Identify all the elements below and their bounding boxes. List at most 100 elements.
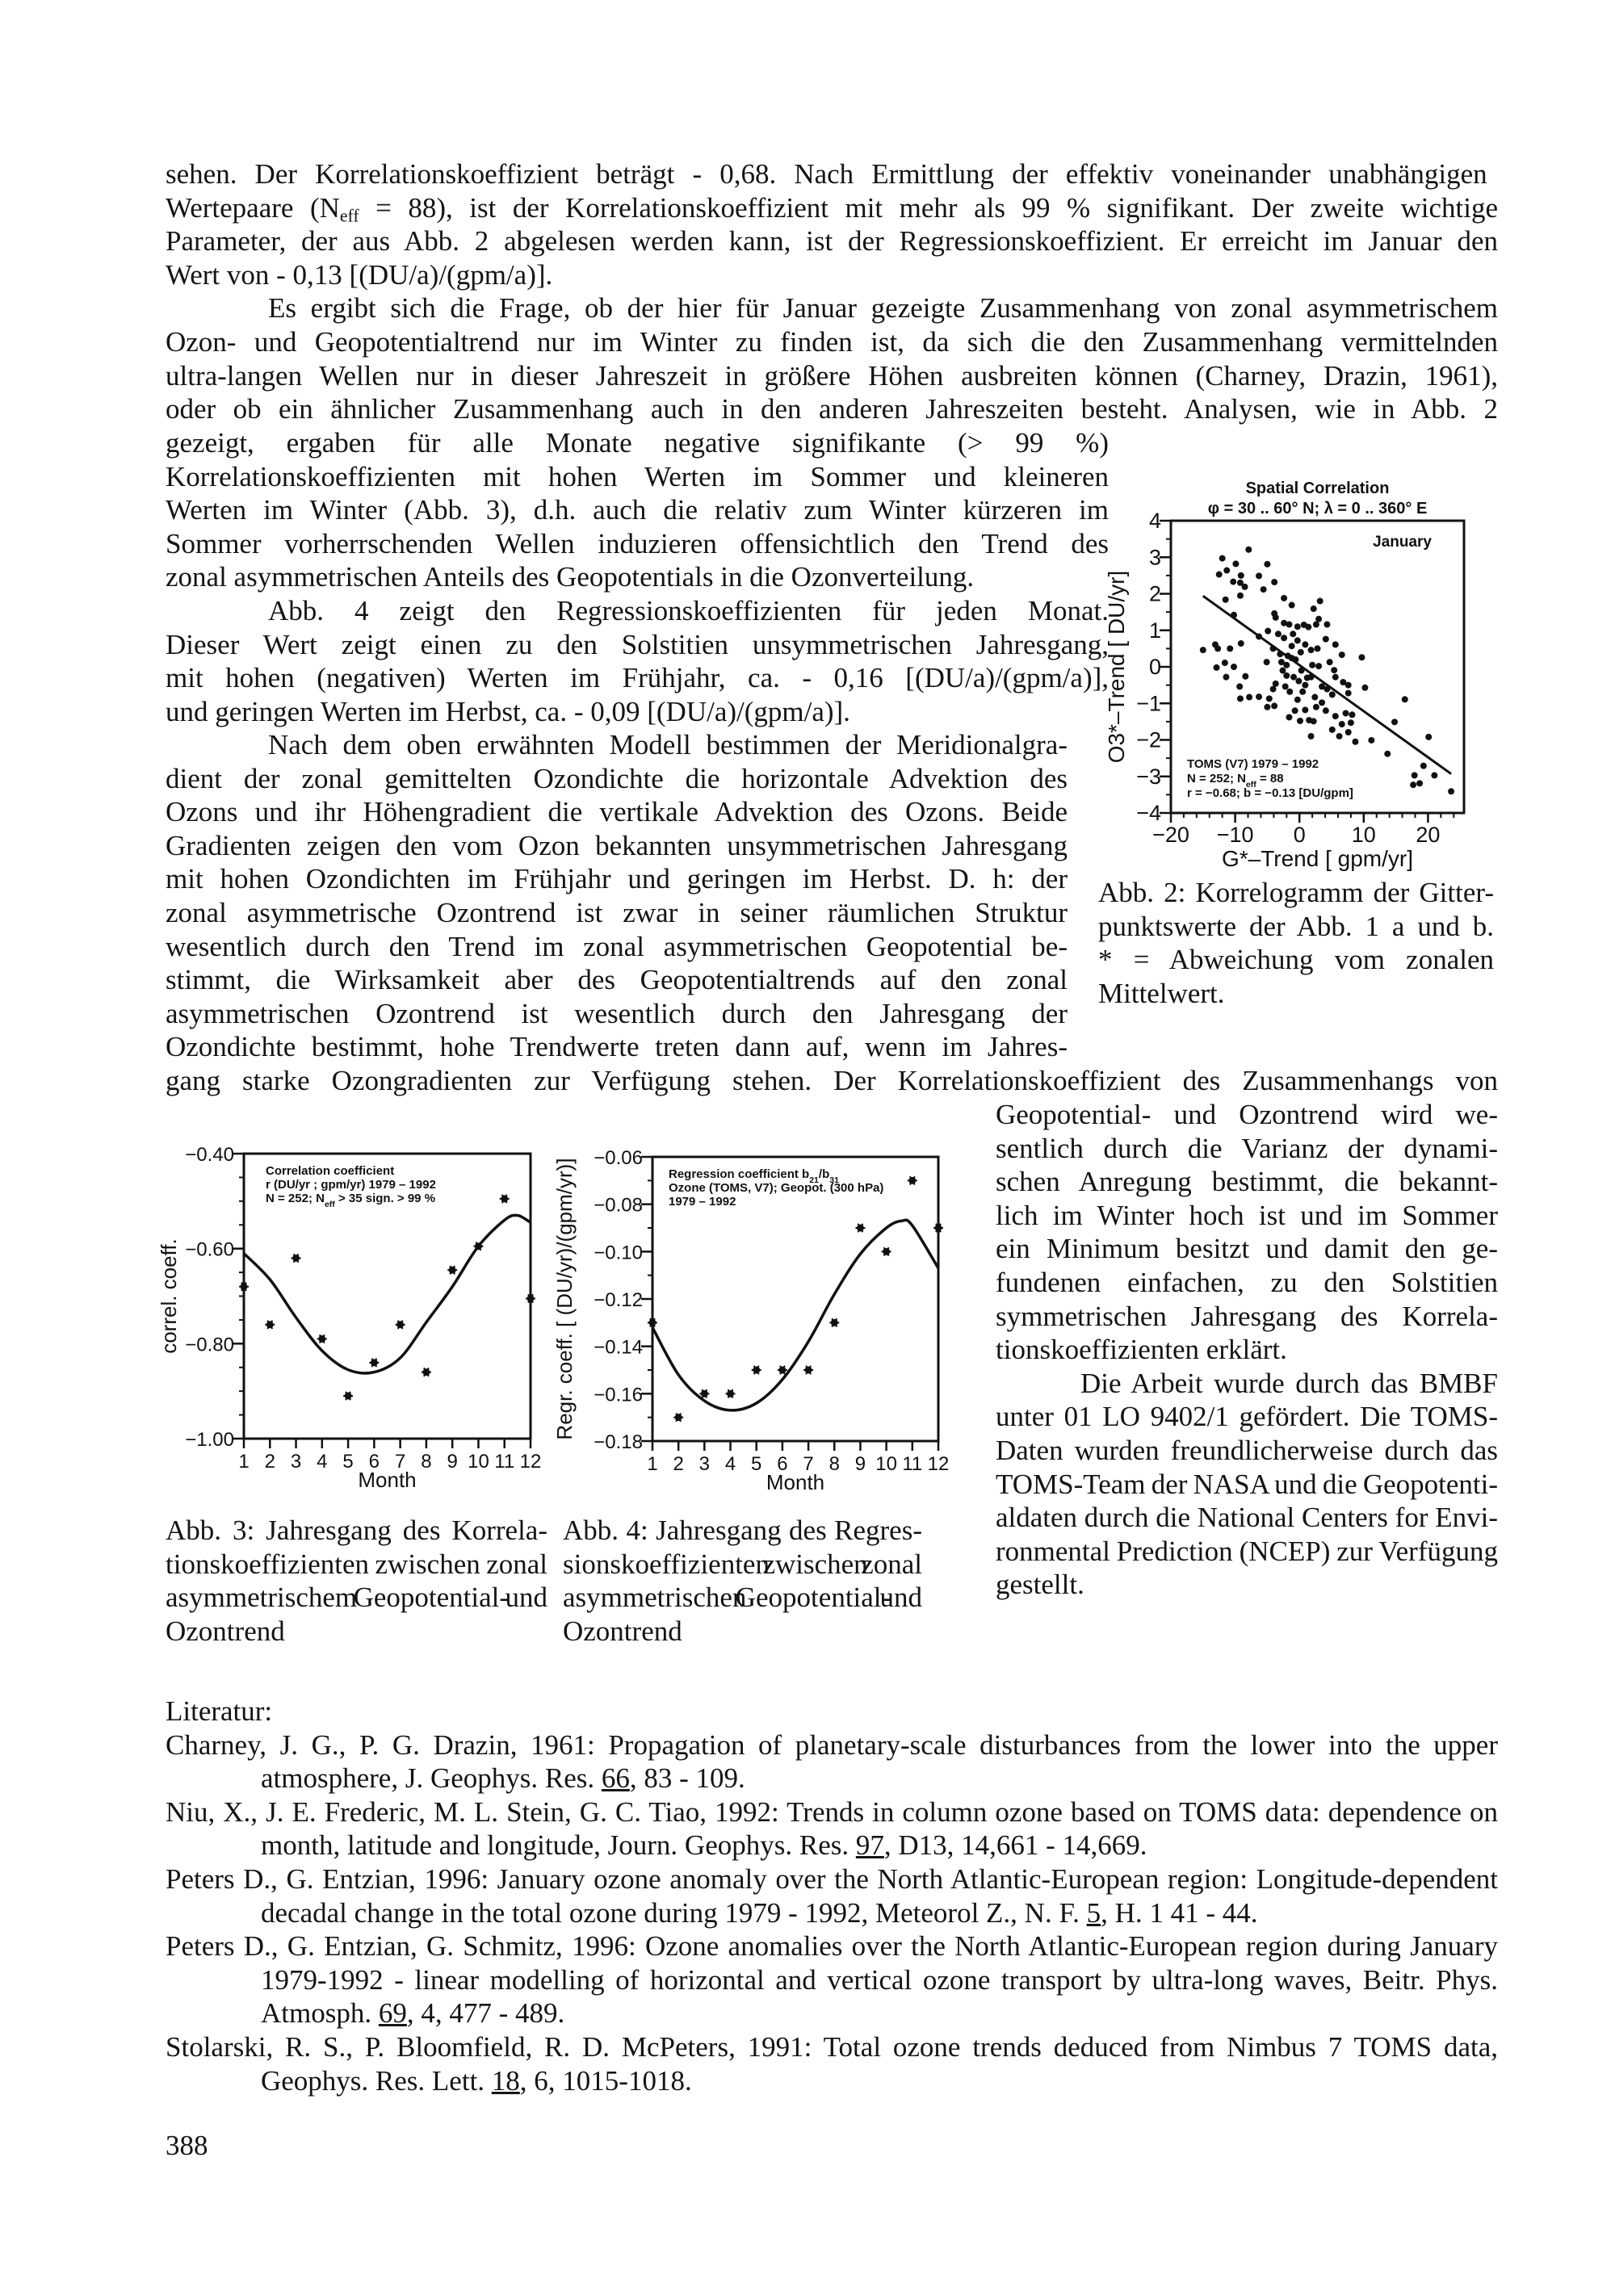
scatter-point — [1328, 726, 1336, 733]
line-text: dient der zonal gemittelten Ozondichte d… — [166, 762, 1068, 794]
line-text: lich im Winter hoch ist und im Sommer — [996, 1199, 1498, 1231]
line-text: Es ergibt sich die Frage, ob der hier fü… — [268, 292, 1498, 325]
text-line: Abb. 3: Jahresgang des Korrela- — [166, 1514, 547, 1548]
text-line: month, latitude and longitude, Journ. Ge… — [166, 1829, 1498, 1862]
line-text: 1979-1992 - linear modelling of horizont… — [261, 1963, 1498, 1996]
text-line: tionskoeffizienten erklärt. — [996, 1333, 1498, 1367]
scatter-point — [1290, 673, 1298, 681]
asterisk-stroke — [501, 1194, 508, 1204]
text-line: Ozon- und Geopotentialtrend nur im Winte… — [166, 325, 1498, 359]
y-tick-label: −2 — [1136, 728, 1161, 752]
line-text: punktswerte der Abb. 1 a und b. — [1098, 910, 1494, 942]
scatter-point — [1265, 695, 1273, 702]
asterisk-stroke — [449, 1265, 456, 1275]
text-segment: , H. 1 41 - 44. — [1101, 1896, 1258, 1929]
text-segment: , 6, 1015-1018. — [519, 2064, 692, 2097]
reference-heading-text: Literatur: — [166, 1695, 273, 1727]
text-segment: , 4, 477 - 489. — [406, 1997, 565, 2030]
text-line: zonal asymmetrische Ozontrend ist zwar i… — [166, 896, 1068, 930]
y-tick-label: −0.80 — [185, 1334, 234, 1355]
volume-number: 69 — [378, 1997, 407, 2030]
scatter-point — [1256, 693, 1263, 701]
line-text: asymmetrischem Geopotential- und — [166, 1582, 547, 1614]
line-text: Abb. 2: Korrelogramm der Gitter- — [1098, 877, 1494, 908]
scatter-point — [1281, 635, 1288, 642]
x-tick-label: −20 — [1152, 823, 1189, 847]
scatter-point — [1295, 677, 1302, 685]
y-tick-label: −1.00 — [185, 1429, 234, 1451]
x-tick-label: 12 — [520, 1451, 542, 1473]
scatter-point — [1291, 707, 1298, 714]
paragraph-block-full-line: gang starke Ozongradienten zur Verfügung… — [166, 1064, 1498, 1098]
text-line: und geringen Werten im Herbst, ca. - 0,0… — [166, 695, 1109, 729]
scatter-point — [1314, 645, 1321, 652]
reference-heading: Literatur: — [166, 1695, 1498, 1728]
scatter-point — [1297, 648, 1304, 656]
data-point-asterisk — [317, 1334, 327, 1344]
scatter-point — [1283, 672, 1290, 679]
text-line: Ozons und ihr Höhengradient die vertikal… — [166, 795, 1068, 829]
text-line: zonal asymmetrischen Anteils des Geopote… — [166, 560, 1109, 594]
scatter-point — [1332, 713, 1339, 720]
scatter-point — [1319, 683, 1326, 690]
line-text: Atmosph. 69, 4, 477 - 489. — [261, 1996, 564, 2030]
line-text: Gradienten zeigen den vom Ozon bekannten… — [166, 829, 1068, 861]
scatter-point — [1328, 691, 1336, 698]
line-text: asymmetrischen Ozontrend ist wesentlich … — [166, 997, 1068, 1029]
scatter-point — [1221, 660, 1228, 667]
scatter-point — [1322, 707, 1329, 714]
line-text: Ozons und ihr Höhengradient die vertikal… — [166, 796, 1068, 828]
scatter-point — [1302, 706, 1309, 714]
x-tick-label: 5 — [342, 1451, 353, 1473]
scatter-point — [1316, 597, 1323, 605]
scatter-point — [1411, 772, 1418, 779]
scatter-point — [1310, 605, 1317, 613]
data-point-asterisk — [933, 1223, 943, 1233]
scatter-point — [1352, 738, 1359, 745]
scatter-point — [1236, 695, 1244, 702]
data-point-asterisk — [239, 1282, 249, 1292]
text-segment: = 88), ist der Korrelationskoeffizient m… — [359, 191, 1498, 224]
x-tick-label: 4 — [317, 1451, 327, 1473]
scatter-point — [1282, 683, 1289, 690]
line-text: Nach dem oben erwähnten Modell bestimmen… — [268, 729, 1068, 760]
scatter-point — [1236, 592, 1244, 599]
text-line: schen Anregung bestimmt, die bekannt- — [996, 1165, 1498, 1199]
text-line: Gradienten zeigen den vom Ozon bekannten… — [166, 829, 1068, 863]
chart-title: Spatial Correlation — [1246, 480, 1390, 497]
text-line: sentlich durch die Varianz der dynami- — [996, 1132, 1498, 1166]
x-axis-label: Month — [358, 1468, 416, 1492]
scatter-point — [1294, 696, 1301, 703]
text-line: ultra-langen Wellen nur in dieser Jahres… — [166, 359, 1498, 393]
scatter-point — [1288, 643, 1295, 650]
text-line: Nach dem oben erwähnten Modell bestimmen… — [166, 728, 1068, 762]
scatter-point — [1344, 689, 1352, 697]
line-text: gestellt. — [996, 1569, 1084, 1601]
text-line: Parameter, der aus Abb. 2 abgelesen werd… — [166, 224, 1498, 258]
text-line: tionskoeffizienten zwischen zonal — [166, 1548, 547, 1582]
line-text: Die Arbeit wurde durch das BMBF — [1080, 1367, 1498, 1399]
asterisk-stroke — [701, 1389, 708, 1399]
asterisk-stroke — [935, 1223, 942, 1233]
asterisk-stroke — [266, 1320, 274, 1330]
scatter-point — [1290, 631, 1297, 638]
text-line: gezeigt, ergaben für alle Monate negativ… — [166, 426, 1109, 460]
panel-label: January — [1373, 534, 1432, 551]
scatter-point — [1347, 719, 1354, 727]
x-tick-label: 7 — [395, 1451, 405, 1473]
text-line: Peters D., G. Entzian, G. Schmitz, 1996:… — [166, 1929, 1498, 1963]
x-tick-label: 1 — [238, 1451, 249, 1473]
annotation-line: 1979 – 1992 — [669, 1195, 736, 1209]
text-line: Sommer vorherrschenden Wellen induzieren… — [166, 527, 1109, 561]
fit-curve — [651, 1218, 940, 1412]
scatter-point — [1281, 619, 1288, 626]
volume-number: 18 — [491, 2064, 520, 2097]
x-tick-label: 12 — [928, 1453, 950, 1475]
page-number: 388 — [166, 2130, 208, 2161]
y-tick-label: −0.18 — [594, 1431, 643, 1453]
scatter-point — [1336, 732, 1343, 739]
x-tick-label: 9 — [855, 1453, 866, 1475]
scatter-point — [1271, 579, 1278, 586]
chart-abb3: −1.00−0.80−0.60−0.401 2 3 4 5 6 7 8 9 10 11 12Month… — [157, 1144, 541, 1492]
